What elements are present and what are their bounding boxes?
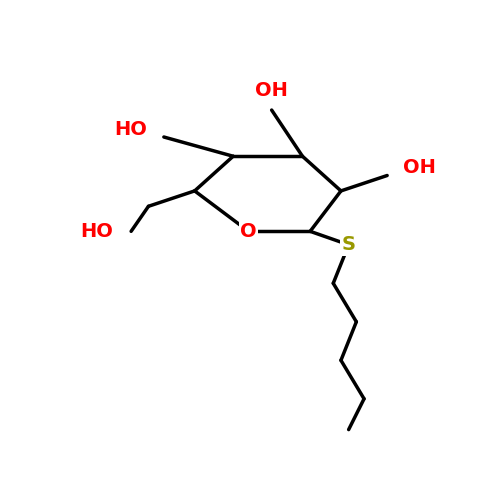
- Text: O: O: [240, 222, 257, 241]
- Text: HO: HO: [80, 222, 113, 241]
- Text: HO: HO: [114, 120, 148, 139]
- Text: OH: OH: [255, 82, 288, 100]
- Text: S: S: [342, 236, 355, 255]
- Text: OH: OH: [402, 158, 436, 178]
